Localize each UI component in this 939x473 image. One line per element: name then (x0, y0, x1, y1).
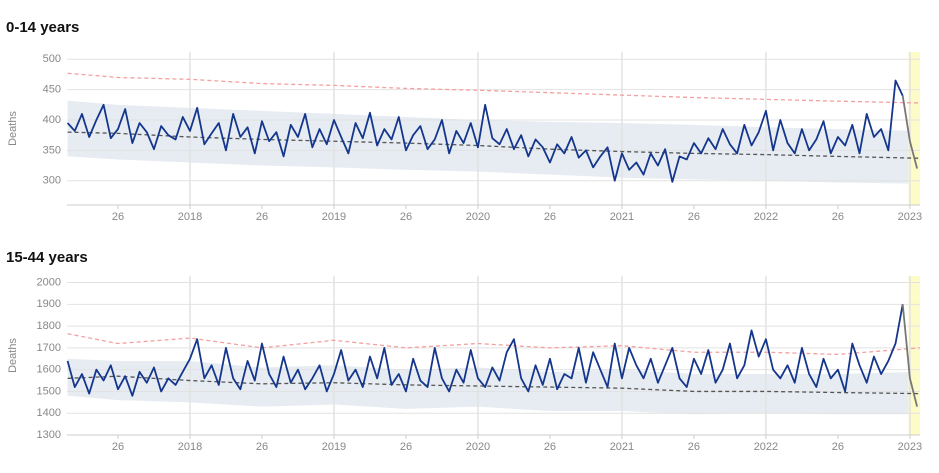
x-tick-label: 26 (544, 441, 556, 453)
y-tick-label: 300 (43, 175, 61, 187)
x-tick-label: 26 (400, 211, 412, 223)
x-tick-label: 2021 (610, 441, 634, 453)
highlight-region (908, 52, 920, 205)
x-tick-label: 26 (832, 441, 844, 453)
y-axis-label: Deaths (7, 338, 19, 373)
data-line (901, 304, 918, 407)
x-tick-label: 26 (544, 211, 556, 223)
x-tick-label: 26 (688, 441, 700, 453)
y-tick-label: 500 (43, 53, 61, 65)
y-tick-label: 450 (43, 84, 61, 96)
x-tick-label: 2019 (322, 211, 346, 223)
x-tick-label: 26 (112, 441, 124, 453)
y-tick-label: 1600 (37, 364, 61, 376)
chart-title: 0-14 years (6, 19, 79, 36)
x-tick-label: 2018 (178, 211, 202, 223)
x-tick-label: 2022 (754, 441, 778, 453)
band-area (67, 100, 920, 184)
data-line (901, 95, 918, 169)
y-tick-label: 1300 (37, 429, 61, 441)
x-tick-label: 26 (256, 211, 268, 223)
x-tick-label: 2019 (322, 441, 346, 453)
x-tick-label: 2020 (466, 441, 490, 453)
highlight-region (908, 276, 920, 435)
y-tick-label: 1800 (37, 320, 61, 332)
y-tick-label: 1500 (37, 385, 61, 397)
chart-title: 15-44 years (6, 249, 88, 266)
y-tick-label: 1700 (37, 342, 61, 354)
x-tick-label: 26 (400, 441, 412, 453)
x-tick-label: 26 (256, 441, 268, 453)
x-tick-label: 2023 (898, 211, 922, 223)
x-tick-label: 26 (688, 211, 700, 223)
x-tick-label: 2022 (754, 211, 778, 223)
y-tick-label: 400 (43, 114, 61, 126)
y-tick-label: 350 (43, 144, 61, 156)
reference-line (67, 333, 921, 356)
x-tick-label: 2023 (898, 441, 922, 453)
band-area (67, 358, 920, 415)
x-tick-label: 2020 (466, 211, 490, 223)
data-line (66, 79, 904, 183)
x-tick-label: 2021 (610, 211, 634, 223)
data-line (66, 304, 904, 397)
y-axis-label: Deaths (7, 111, 19, 146)
x-tick-label: 26 (832, 211, 844, 223)
reference-line (67, 131, 921, 159)
y-tick-label: 2000 (37, 276, 61, 288)
reference-line (67, 375, 921, 395)
reference-line (67, 72, 921, 104)
x-tick-label: 2018 (178, 441, 202, 453)
y-tick-label: 1400 (37, 407, 61, 419)
y-tick-label: 1900 (37, 298, 61, 310)
x-tick-label: 26 (112, 211, 124, 223)
